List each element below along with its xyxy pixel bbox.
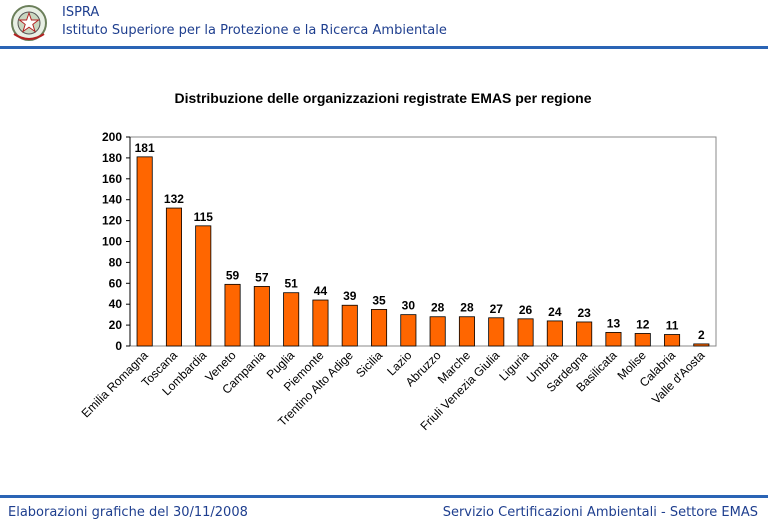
bar bbox=[664, 334, 681, 347]
bar bbox=[576, 321, 593, 347]
data-label: 39 bbox=[343, 289, 357, 303]
data-label: 23 bbox=[577, 306, 591, 320]
bar bbox=[341, 304, 358, 347]
bar bbox=[605, 332, 622, 347]
data-labels: 181 132 115 59 57 51 44 39 35 30 28 28 27 26 24 23 13 12 1… bbox=[135, 141, 705, 342]
y-tick-label: 0 bbox=[115, 339, 122, 353]
plot-area bbox=[129, 136, 717, 347]
bar bbox=[283, 292, 300, 347]
footer-date: Elaborazioni grafiche del 30/11/2008 bbox=[8, 505, 248, 520]
category-labels: Emilia RomagnaToscanaLombardiaVenetoCamp… bbox=[79, 348, 708, 433]
bar bbox=[546, 320, 563, 347]
bar bbox=[400, 314, 417, 347]
category-label: Sicilia bbox=[353, 348, 385, 380]
data-label: 2 bbox=[698, 328, 705, 342]
data-label: 44 bbox=[314, 284, 328, 298]
y-tick-label: 60 bbox=[109, 276, 123, 290]
data-label: 24 bbox=[548, 305, 562, 319]
data-label: 11 bbox=[666, 319, 679, 333]
y-tick-label: 40 bbox=[109, 297, 123, 311]
y-tick-label: 20 bbox=[109, 318, 123, 332]
category-label: Emilia Romagna bbox=[79, 348, 151, 420]
footer-service: Servizio Certificazioni Ambientali - Set… bbox=[442, 505, 758, 520]
bar bbox=[517, 318, 534, 347]
data-label: 132 bbox=[164, 192, 184, 206]
header-divider bbox=[0, 46, 768, 49]
data-label: 12 bbox=[636, 317, 650, 331]
y-tick-label: 80 bbox=[109, 255, 123, 269]
bar bbox=[312, 299, 329, 347]
y-tick-label: 200 bbox=[102, 130, 122, 144]
bar bbox=[693, 343, 710, 347]
bar bbox=[136, 156, 153, 347]
org-short-name: ISPRA bbox=[62, 5, 100, 20]
bar bbox=[253, 286, 270, 347]
header: ISPRA Istituto Superiore per la Protezio… bbox=[0, 0, 768, 50]
data-label: 35 bbox=[372, 293, 386, 307]
data-label: 115 bbox=[194, 210, 214, 224]
bar bbox=[195, 225, 212, 347]
y-tick-label: 180 bbox=[102, 151, 122, 165]
data-label: 57 bbox=[255, 270, 269, 284]
data-label: 181 bbox=[135, 141, 155, 155]
y-tick-label: 100 bbox=[102, 235, 122, 249]
bar-chart: Distribuzione delle organizzazioni regis… bbox=[79, 90, 717, 433]
y-tick-label: 160 bbox=[102, 172, 122, 186]
bar bbox=[165, 207, 182, 347]
chart-title: Distribuzione delle organizzazioni regis… bbox=[175, 90, 592, 106]
data-label: 13 bbox=[607, 316, 621, 330]
bar bbox=[224, 283, 241, 347]
footer-divider bbox=[0, 495, 768, 498]
y-axis: 0 20 40 60 80 100 120 140 160 180 200 bbox=[102, 130, 131, 353]
data-label: 26 bbox=[519, 303, 533, 317]
data-label: 30 bbox=[402, 299, 416, 313]
data-label: 28 bbox=[460, 301, 474, 315]
bar bbox=[371, 309, 388, 347]
org-full-name: Istituto Superiore per la Protezione e l… bbox=[62, 23, 447, 38]
data-label: 27 bbox=[490, 302, 504, 316]
y-tick-label: 120 bbox=[102, 214, 122, 228]
bars bbox=[136, 156, 710, 347]
bar bbox=[429, 316, 446, 347]
data-label: 59 bbox=[226, 268, 240, 282]
bar bbox=[458, 316, 475, 347]
bar bbox=[488, 317, 505, 347]
republic-emblem-icon bbox=[11, 5, 47, 41]
data-label: 51 bbox=[284, 277, 298, 291]
y-tick-label: 140 bbox=[102, 193, 122, 207]
bar bbox=[634, 333, 651, 347]
data-label: 28 bbox=[431, 301, 445, 315]
